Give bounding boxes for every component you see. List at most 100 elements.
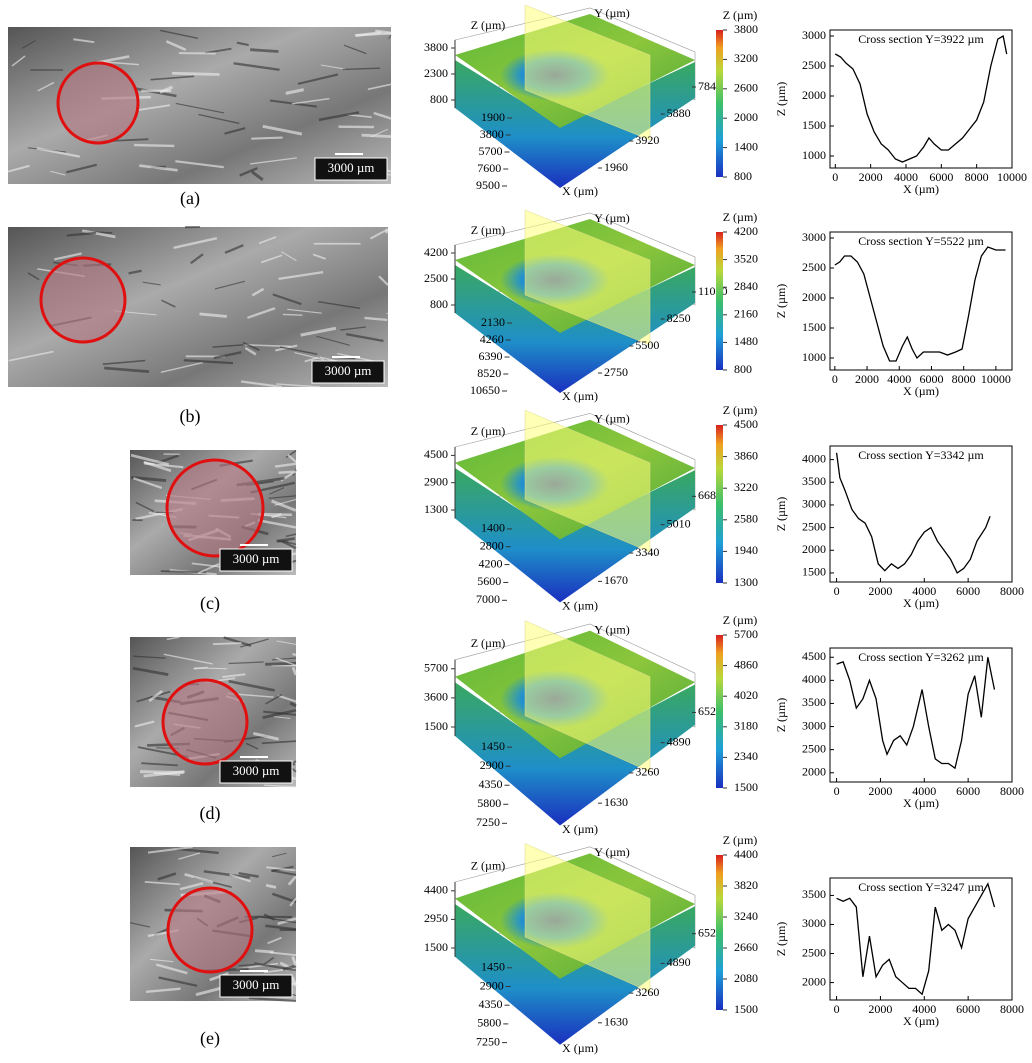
x-tick-label: 2000 (868, 584, 892, 598)
photo-streak (378, 275, 389, 286)
x-tick-label: 1900 (481, 110, 505, 124)
photo-streak (265, 883, 277, 889)
colorbar-tick-label: 3820 (734, 878, 758, 892)
region-circle (56, 61, 140, 145)
photo-streak (248, 996, 297, 1003)
z-tick-label: 800 (430, 92, 448, 106)
z-tick-label: 4200 (424, 245, 448, 259)
y-tick-label: 1000 (802, 148, 826, 162)
region-circle (165, 458, 265, 558)
photo-streak (304, 356, 319, 363)
plot-frame (829, 647, 1013, 783)
y-tick-label: 1500 (802, 320, 826, 334)
colorbar-tick-label: 1400 (734, 139, 758, 153)
photo-streak (258, 236, 277, 245)
x-tick-label: 10000 (997, 170, 1027, 184)
x-tick-label: 8000 (952, 372, 976, 386)
photo-streak (134, 143, 175, 148)
photo-streak (286, 541, 297, 546)
photo-streak (369, 228, 389, 240)
photo-streak (7, 164, 30, 173)
photo-streak (373, 111, 392, 120)
photo-streak (316, 335, 350, 346)
scale-box (219, 760, 293, 784)
z-tick-label: 1500 (424, 719, 448, 733)
photo-streak (343, 44, 367, 55)
y-tick-label: 3000 (802, 916, 826, 930)
z-axis-title: Z (µm) (471, 18, 506, 32)
scale-box (219, 548, 293, 572)
y-tick-label: 1500 (802, 565, 826, 579)
colorbar-tick-label: 3200 (734, 51, 758, 65)
photo-streak (285, 450, 297, 459)
photo-streak (251, 136, 283, 140)
x-tick-label: 4000 (912, 584, 936, 598)
colorbar (716, 425, 723, 583)
x-tick-label: 8000 (1000, 584, 1024, 598)
y-tick-label: 2750 (604, 365, 628, 379)
colorbar-tick-label: 2580 (734, 512, 758, 526)
y-tick-label: 4000 (802, 672, 826, 686)
y-tick-label: 3000 (802, 28, 826, 42)
y-tick-label: 1960 (604, 160, 628, 174)
y-axis-title: Z (µm) (774, 497, 788, 532)
colorbar-tick-label: 1940 (734, 543, 758, 557)
x-tick-label: 0 (832, 372, 838, 386)
x-tick-label: 4000 (912, 1002, 936, 1016)
x-axis-title: X (µm) (562, 598, 598, 612)
y-axis-title: Y (µm) (594, 411, 629, 425)
photo-streak (281, 251, 297, 262)
x-axis-title: X (µm) (903, 796, 939, 810)
colorbar-title: Z (µm) (723, 403, 758, 417)
panel-label: (c) (200, 593, 220, 614)
photo-streak (287, 308, 322, 314)
photo-streak (260, 254, 283, 264)
x-tick-label: 7250 (476, 1034, 500, 1048)
y-axis-title: Z (µm) (774, 922, 788, 957)
y-tick-label: 4890 (667, 955, 691, 969)
photo-streak (285, 533, 297, 538)
x-tick-label: 6000 (919, 372, 943, 386)
photo-streak (160, 361, 203, 373)
photo-streak (212, 344, 244, 348)
x-tick-label: 0 (834, 584, 840, 598)
photo-streak (176, 847, 219, 855)
scale-label: 3000 µm (328, 160, 375, 175)
photo-streak (320, 64, 346, 70)
photo-streak (214, 280, 245, 290)
photo-streak (297, 73, 339, 85)
plot-frame (829, 231, 1013, 371)
colorbar-tick-label: 3180 (734, 719, 758, 733)
y-tick-label: 4890 (667, 734, 691, 748)
y-tick-label: 2000 (802, 974, 826, 988)
photo-streak (318, 111, 360, 122)
photo-streak (271, 869, 297, 876)
x-tick-label: 0 (834, 1002, 840, 1016)
y-tick-label: 2000 (802, 88, 826, 102)
photo-streak (354, 32, 392, 37)
photo-streak (269, 951, 297, 957)
photo-streak (240, 380, 283, 389)
photo-streak (252, 731, 279, 741)
photo-streak (129, 922, 151, 928)
photo-streak (175, 102, 225, 114)
x-tick-label: 6000 (929, 170, 953, 184)
colorbar-tick-label: 2340 (734, 749, 758, 763)
colorbar-tick-label: 4200 (734, 224, 758, 238)
photo-streak (228, 679, 275, 692)
photo-streak (291, 666, 298, 676)
photo-streak (274, 716, 291, 720)
y-tick-label: 11000 (698, 284, 728, 298)
photo-streak (282, 313, 303, 316)
x-tick-label: 1400 (481, 521, 505, 535)
photo-streak (145, 987, 181, 994)
colorbar-tick-label: 1500 (734, 780, 758, 794)
colorbar (716, 232, 723, 370)
photo-streak (292, 652, 297, 657)
photo-streak (317, 300, 361, 310)
section-plane (524, 843, 651, 993)
colorbar-tick-label: 3220 (734, 480, 758, 494)
photo-streak (147, 846, 193, 854)
photo-streak (340, 326, 366, 331)
